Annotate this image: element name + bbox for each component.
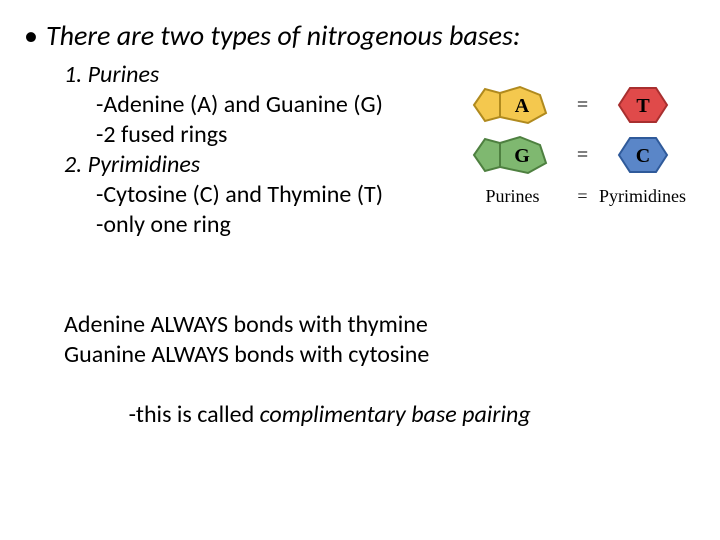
label-eq: =	[568, 186, 598, 207]
svg-text:G: G	[514, 145, 530, 167]
svg-text:T: T	[636, 95, 650, 117]
slide-title: There are two types of nitrogenous bases…	[46, 18, 520, 53]
content-list: 1. Purines -Adenine (A) and Guanine (G) …	[64, 60, 383, 240]
diagram-credit	[445, 209, 700, 217]
bonding-line3-prefix: -this is called	[129, 400, 260, 429]
purine-shape: G	[468, 133, 558, 177]
pyrimidine-shape: T	[615, 83, 671, 127]
bonding-line1: Adenine ALWAYS bonds with thymine	[64, 310, 531, 340]
purine-cell: G	[458, 133, 568, 177]
purines-sub2: -2 fused rings	[64, 120, 383, 150]
pyrimidines-sub2: -only one ring	[64, 210, 383, 240]
eq-symbol: =	[568, 94, 598, 117]
svg-text:A: A	[514, 95, 529, 117]
purines-sub1: -Adenine (A) and Guanine (G)	[64, 90, 383, 120]
purine-shape: A	[468, 83, 558, 127]
diagram-labels-row: Purines = Pyrimidines	[445, 186, 700, 207]
pyrimidines-sub1: -Cytosine (C) and Thymine (T)	[64, 180, 383, 210]
label-purines: Purines	[458, 186, 568, 207]
pyrimidine-shape: C	[615, 133, 671, 177]
bonding-line3-term: complimentary base pairing	[260, 400, 531, 429]
diagram-row: G = C	[445, 130, 700, 180]
diagram-row: A = T	[445, 80, 700, 130]
bullet-dot: •	[24, 18, 46, 53]
bonding-line3: -this is called complimentary base pairi…	[64, 370, 531, 460]
slide-container: •There are two types of nitrogenous base…	[0, 0, 720, 540]
eq-symbol: =	[568, 144, 598, 167]
pyrimidine-cell: C	[598, 133, 688, 177]
svg-text:C: C	[635, 145, 649, 167]
purines-heading: 1. Purines	[64, 60, 383, 90]
purine-cell: A	[458, 83, 568, 127]
base-pair-diagram: A = T G = C Purines = Pyrimidines	[445, 80, 700, 217]
main-bullet: •There are two types of nitrogenous base…	[24, 18, 520, 53]
bonding-line2: Guanine ALWAYS bonds with cytosine	[64, 340, 531, 370]
pyrimidines-heading: 2. Pyrimidines	[64, 150, 383, 180]
pyrimidine-cell: T	[598, 83, 688, 127]
label-pyrimidines: Pyrimidines	[598, 186, 688, 207]
bonding-block: Adenine ALWAYS bonds with thymine Guanin…	[64, 310, 531, 460]
